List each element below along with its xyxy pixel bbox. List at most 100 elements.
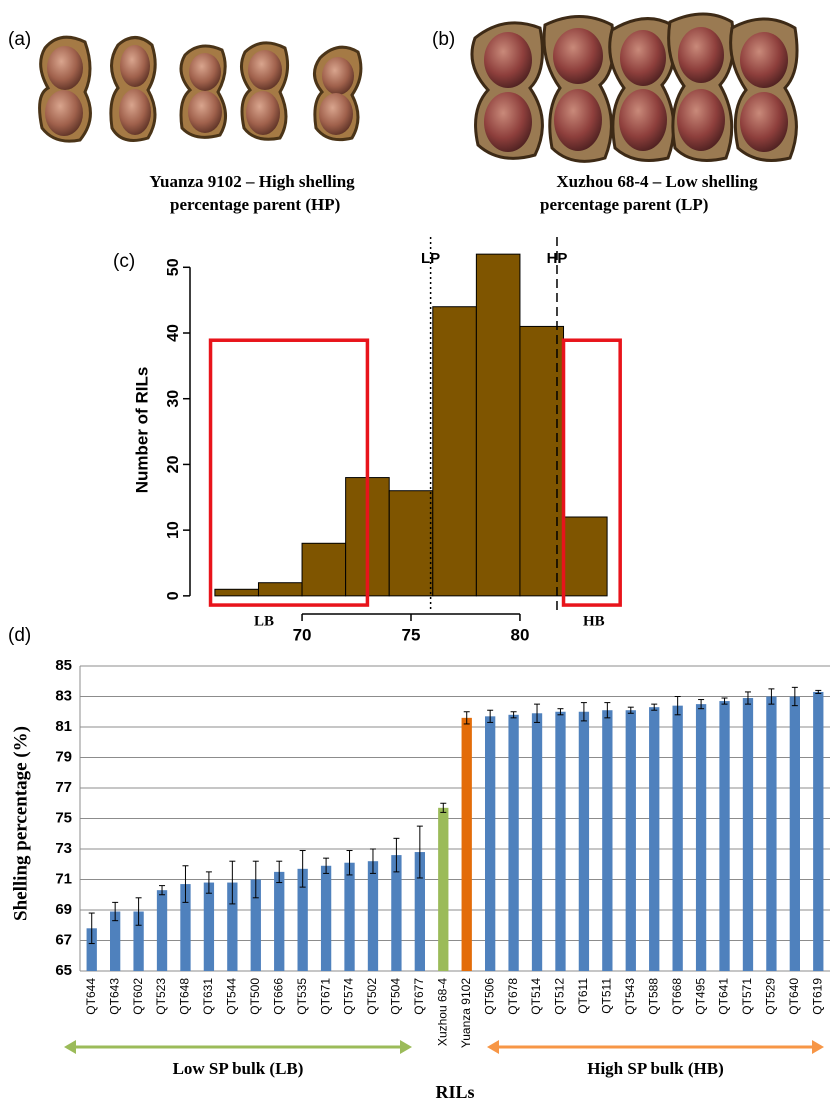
y-tick-label: 50 bbox=[165, 258, 182, 276]
x-tick-label: QT648 bbox=[178, 978, 192, 1015]
bar bbox=[110, 911, 121, 971]
bar bbox=[203, 882, 215, 971]
bar bbox=[274, 871, 285, 971]
highlight-box bbox=[208, 338, 370, 607]
y-tick-label: 73 bbox=[55, 840, 72, 857]
photo-lp bbox=[470, 12, 799, 163]
hist-bar bbox=[214, 588, 259, 597]
x-tick-label: QT544 bbox=[225, 978, 239, 1015]
x-axis-title: RILs bbox=[435, 1082, 474, 1102]
y-tick-label: 81 bbox=[55, 718, 72, 735]
x-tick-label: QT571 bbox=[740, 978, 754, 1015]
bar bbox=[438, 807, 449, 971]
x-tick-label: QT535 bbox=[295, 978, 309, 1015]
bar bbox=[367, 861, 379, 971]
bar bbox=[86, 928, 97, 971]
bar bbox=[156, 890, 168, 971]
hist-bar bbox=[563, 516, 608, 597]
x-tick-label: 80 bbox=[510, 625, 529, 644]
panel-label: (b) bbox=[432, 29, 455, 50]
bar bbox=[414, 852, 425, 971]
bar bbox=[695, 704, 707, 971]
bar bbox=[391, 855, 402, 971]
bar bbox=[133, 911, 144, 971]
bar bbox=[485, 716, 496, 971]
bar bbox=[344, 862, 355, 971]
x-tick-label: QT666 bbox=[271, 978, 285, 1015]
reference-label: HP bbox=[547, 250, 568, 267]
x-tick-label: QT678 bbox=[506, 978, 520, 1015]
panel-label: (d) bbox=[8, 625, 31, 646]
y-tick-label: 77 bbox=[55, 779, 72, 796]
bar bbox=[719, 701, 730, 971]
panel-label: (c) bbox=[113, 251, 135, 272]
x-tick-label: QT506 bbox=[482, 978, 496, 1015]
hist-bar bbox=[257, 582, 303, 597]
bar bbox=[297, 868, 308, 971]
y-tick-label: 79 bbox=[55, 748, 72, 765]
x-tick-label: QT512 bbox=[553, 978, 567, 1015]
x-tick-label: 75 bbox=[402, 625, 421, 644]
highlight-box bbox=[561, 338, 622, 607]
y-tick-label: 0 bbox=[165, 591, 182, 600]
x-tick-label: QT502 bbox=[365, 978, 379, 1015]
bar bbox=[578, 711, 590, 971]
x-tick-label: QT611 bbox=[576, 978, 590, 1014]
bar bbox=[649, 707, 660, 971]
y-tick-label: 83 bbox=[55, 687, 72, 704]
bar bbox=[766, 696, 777, 971]
x-tick-label: QT504 bbox=[389, 978, 403, 1015]
y-tick-label: 71 bbox=[55, 870, 72, 887]
y-tick-label: 40 bbox=[165, 324, 182, 342]
x-tick-label: Yuanza 9102 bbox=[459, 978, 473, 1048]
photo-caption: percentage parent (LP) bbox=[540, 195, 708, 214]
x-tick-label: Xuzhou 68-4 bbox=[435, 978, 449, 1046]
y-axis-title: Shelling percentage (%) bbox=[10, 726, 31, 921]
x-tick-label: QT543 bbox=[623, 978, 637, 1015]
x-tick-label: QT631 bbox=[201, 978, 215, 1015]
bar bbox=[320, 865, 332, 971]
hist-bar bbox=[475, 253, 521, 597]
photo-hp bbox=[38, 35, 363, 143]
bulk-label: Low SP bulk (LB) bbox=[173, 1059, 304, 1078]
x-tick-label: QT643 bbox=[107, 978, 121, 1015]
x-tick-label: QT511 bbox=[600, 978, 614, 1014]
y-tick-label: 30 bbox=[165, 390, 182, 408]
x-tick-label: QT514 bbox=[529, 978, 543, 1015]
highlight-label: HB bbox=[583, 613, 605, 629]
x-tick-label: QT644 bbox=[84, 978, 98, 1015]
x-tick-label: QT523 bbox=[154, 978, 168, 1015]
bar bbox=[508, 714, 519, 971]
bar bbox=[672, 705, 683, 971]
hist-bar bbox=[432, 306, 477, 597]
bar bbox=[531, 713, 543, 971]
x-tick-label: QT668 bbox=[670, 978, 684, 1015]
y-tick-label: 67 bbox=[55, 931, 72, 948]
reference-label: LP bbox=[421, 250, 440, 267]
x-tick-label: QT671 bbox=[318, 978, 332, 1015]
x-tick-label: QT640 bbox=[787, 978, 801, 1015]
y-tick-label: 69 bbox=[55, 901, 72, 918]
x-tick-label: QT529 bbox=[764, 978, 778, 1015]
highlight-label: LB bbox=[254, 613, 274, 629]
x-tick-label: QT677 bbox=[412, 978, 426, 1015]
bar bbox=[227, 882, 238, 971]
photo-caption: Yuanza 9102 – High shelling bbox=[149, 172, 355, 191]
x-tick-label: QT619 bbox=[810, 978, 824, 1015]
x-tick-label: QT588 bbox=[646, 978, 660, 1015]
y-tick-label: 65 bbox=[55, 962, 72, 979]
hist-bar bbox=[301, 542, 347, 597]
photo-caption: percentage parent (HP) bbox=[170, 195, 340, 214]
bar bbox=[742, 698, 754, 971]
bar bbox=[602, 710, 613, 971]
x-tick-label: QT602 bbox=[131, 978, 145, 1015]
y-tick-label: 20 bbox=[165, 455, 182, 473]
x-tick-label: QT500 bbox=[248, 978, 262, 1015]
bar bbox=[461, 717, 472, 971]
bar bbox=[813, 691, 824, 971]
bar bbox=[180, 884, 191, 971]
x-tick-label: QT574 bbox=[342, 978, 356, 1015]
y-axis-title: Number of RILs bbox=[132, 367, 151, 494]
bar bbox=[250, 879, 261, 971]
